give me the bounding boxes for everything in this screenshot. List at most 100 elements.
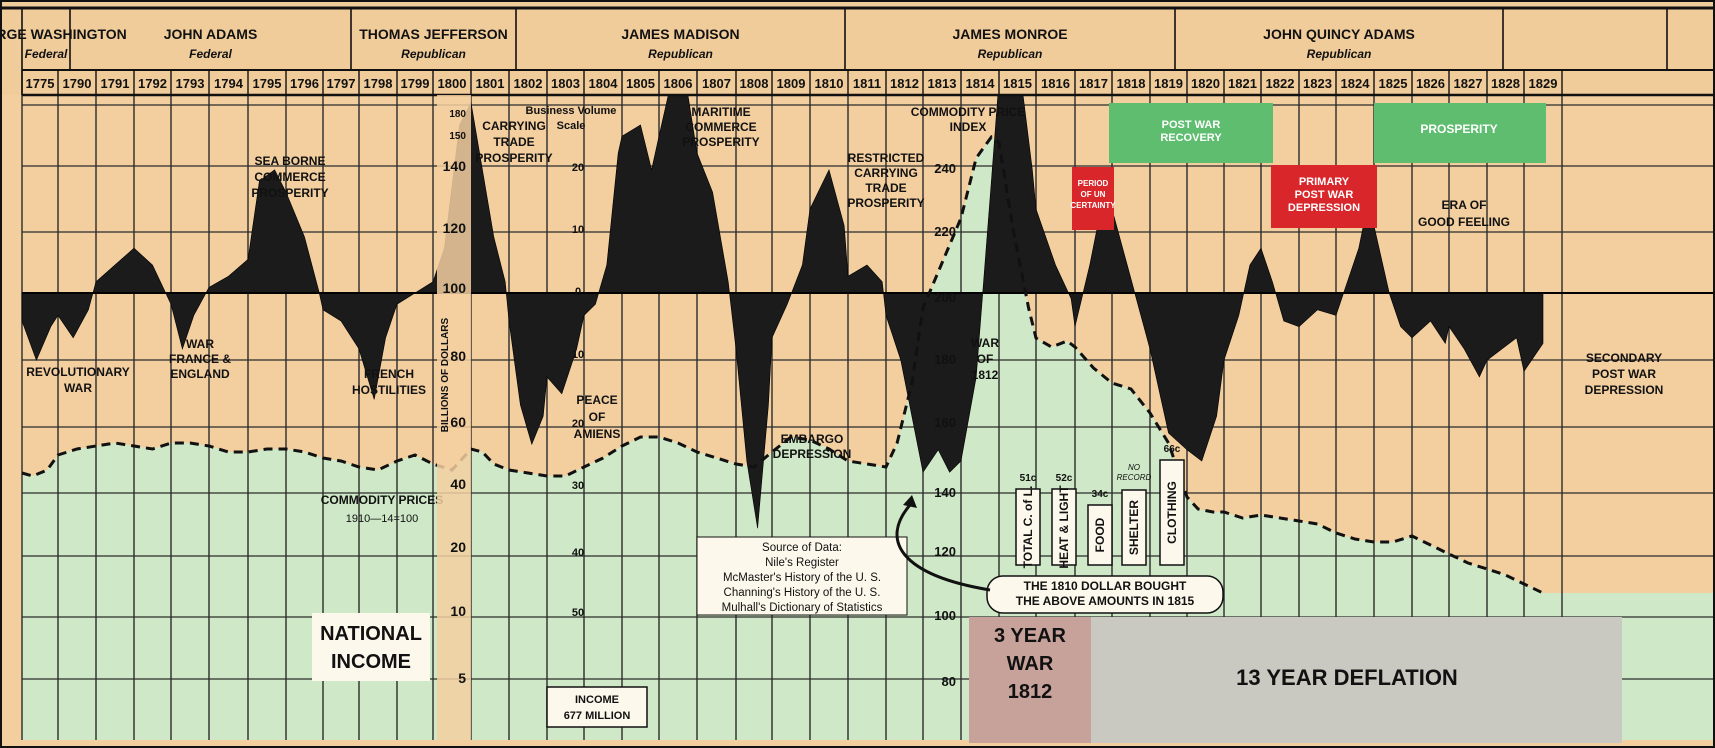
annotation-war-of-1812: OF: [977, 352, 994, 366]
annotation-secondary-depression: SECONDARY: [1586, 351, 1662, 365]
purchasing-bar: [1015, 488, 1041, 566]
annotation-war-of-1812: 1812: [972, 368, 999, 382]
purchasing-bar-label: CLOTHING: [1165, 481, 1179, 544]
year-label: 1794: [214, 76, 244, 91]
business-activity-area: [21, 39, 1544, 529]
president-name: JOHN QUINCY ADAMS: [1263, 26, 1415, 42]
year-label: 1791: [101, 76, 130, 91]
source-label: Mulhall's Dictionary of Statistics: [722, 602, 883, 614]
year-label: 1806: [664, 76, 693, 91]
uncertainty-label: OF UN: [1081, 190, 1106, 199]
year-label: 1815: [1003, 76, 1032, 91]
annotation-era-of-good-feeling: ERA OF: [1442, 198, 1487, 212]
president-name: JAMES MADISON: [621, 26, 739, 42]
annotation-embargo-depression: EMBARGO: [781, 432, 844, 446]
purchasing-bar-value: 52c: [1056, 473, 1073, 484]
purchasing-arrowhead: [903, 495, 917, 508]
annotation-peace-of-amiens: OF: [589, 410, 606, 424]
year-label: 1805: [626, 76, 655, 91]
commodity-price-line: [21, 134, 1544, 595]
commodity-index-tick: 220: [934, 224, 956, 239]
post-war-recovery-box: [1109, 103, 1273, 163]
annotation-war-france-england: FRANCE &: [169, 352, 231, 366]
national-income-box: [312, 613, 430, 681]
uncertainty-label: PERIOD: [1078, 179, 1109, 188]
purchasing-caption-box: [986, 575, 1224, 614]
annotation-peace-of-amiens: AMIENS: [574, 427, 621, 441]
business-volume-tick: 20: [572, 162, 584, 174]
billions-tick: 150: [449, 131, 466, 142]
business-volume-tick: 20: [572, 418, 584, 430]
year-label: 1803: [551, 76, 580, 91]
year-label: 1797: [327, 76, 356, 91]
post-war-recovery-label: POST WAR: [1162, 119, 1221, 131]
annotation-restricted-trade: TRADE: [865, 181, 906, 195]
annotation-revolutionary-war: REVOLUTIONARY: [26, 365, 130, 379]
year-label: 1801: [476, 76, 505, 91]
billions-axis-band: [437, 95, 471, 743]
primary-post-war-depression-box: [1271, 165, 1377, 228]
prosperity-label: PROSPERITY: [1420, 122, 1497, 136]
annotation-maritime-commerce: PROSPERITY: [682, 135, 759, 149]
purchasing-arrow: [895, 504, 991, 592]
year-label: 1817: [1079, 76, 1108, 91]
year-label: 1818: [1117, 76, 1146, 91]
year-label: 1823: [1303, 76, 1332, 91]
billions-axis-label: BILLIONS OF DOLLARS: [440, 317, 451, 432]
year-label: 1807: [702, 76, 731, 91]
annotation-carrying-trade: CARRYING: [482, 119, 546, 133]
purchasing-bar: [1051, 488, 1077, 566]
president-name: JAMES MONROE: [952, 26, 1067, 42]
year-label: 1810: [815, 76, 844, 91]
year-label: 1790: [63, 76, 92, 91]
annotation-carrying-trade: TRADE: [493, 135, 534, 149]
business-volume-label: Business Volume: [526, 105, 617, 117]
president-name: JOHN ADAMS: [164, 26, 258, 42]
president-party: Federal: [189, 47, 232, 61]
business-volume-tick: 50: [572, 607, 584, 619]
billions-tick: 40: [450, 476, 466, 492]
year-label: 1802: [514, 76, 543, 91]
prosperity-box-extension: [1508, 103, 1546, 163]
year-label: 1824: [1341, 76, 1371, 91]
purchasing-bar-label: FOOD: [1093, 517, 1107, 552]
source-label: Source of Data:: [762, 542, 842, 554]
year-label: 1822: [1266, 76, 1295, 91]
business-volume-tick: 10: [572, 349, 584, 361]
commodity-index-tick: 200: [934, 290, 956, 305]
year-label: 1827: [1454, 76, 1483, 91]
year-label: 1798: [364, 76, 393, 91]
commodity-index-tick: 100: [934, 608, 956, 623]
period-of-uncertainty-box: [1072, 167, 1114, 230]
year-label: 1826: [1416, 76, 1445, 91]
president-party: Republican: [978, 47, 1043, 61]
year-label: 1800: [438, 76, 467, 91]
annotation-commodity-base: 1910—14=100: [346, 513, 418, 525]
post-war-recovery-label: RECOVERY: [1160, 132, 1222, 144]
year-label: 1792: [138, 76, 167, 91]
three-year-war-label: WAR: [1007, 653, 1054, 675]
business-volume-tick: 40: [572, 547, 584, 559]
billions-tick: 120: [443, 220, 467, 236]
year-label: 1816: [1041, 76, 1070, 91]
commodity-index-tick: 160: [934, 415, 956, 430]
billions-tick: 100: [443, 280, 467, 296]
thirteen-year-deflation-box: [1091, 617, 1622, 743]
year-label: 1804: [589, 76, 619, 91]
billions-tick: 10: [450, 603, 466, 619]
year-label: 1795: [253, 76, 282, 91]
commodity-index-tick: 80: [942, 674, 956, 689]
business-volume-label: Scale: [557, 120, 586, 132]
commodity-index-tick: 240: [934, 161, 956, 176]
year-label: 1821: [1228, 76, 1257, 91]
president-name: GEORGE WASHINGTON: [0, 26, 127, 42]
annotation-french-hostilities: FRENCH: [364, 367, 414, 381]
business-volume-tick: 10: [572, 224, 584, 236]
annotation-era-of-good-feeling: GOOD FEELING: [1418, 215, 1510, 229]
year-label: 1799: [401, 76, 430, 91]
source-label: McMaster's History of the U. S.: [723, 572, 881, 584]
purchasing-bar: [1121, 489, 1147, 566]
year-label: 1825: [1379, 76, 1408, 91]
